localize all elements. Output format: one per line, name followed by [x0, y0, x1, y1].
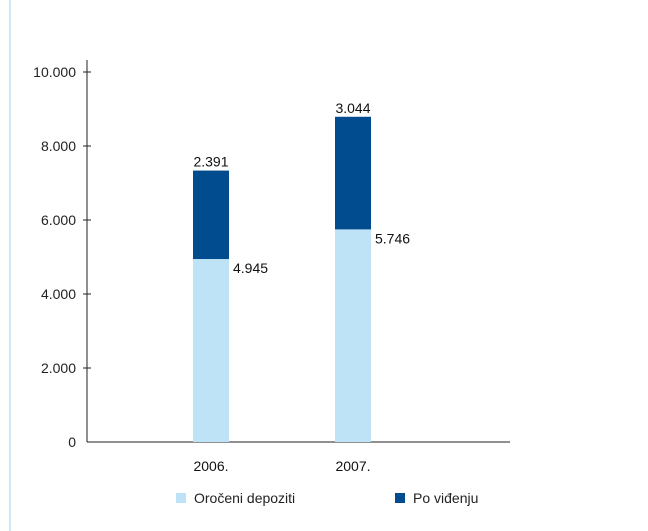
bar-orocheni-0: [193, 259, 229, 442]
left-border-rule: [9, 0, 11, 531]
legend-item-orocheni: Oročeni depoziti: [176, 490, 295, 506]
data-label-orocheni: 5.746: [375, 230, 410, 246]
data-label-po-videnju: 3.044: [335, 100, 370, 116]
y-tick-label: 2.000: [41, 360, 76, 376]
legend-swatch-po-videnju: [395, 493, 405, 503]
y-tick-label: 0: [68, 434, 76, 450]
x-tick-label: 2006.: [193, 458, 228, 474]
legend-item-po-videnju: Po viđenju: [395, 490, 478, 506]
y-tick-label: 4.000: [41, 286, 76, 302]
y-tick-label: 8.000: [41, 138, 76, 154]
legend-label-orocheni: Oročeni depoziti: [194, 490, 296, 506]
data-label-orocheni: 4.945: [233, 260, 268, 276]
legend-swatch-orocheni: [176, 493, 186, 503]
x-tick-label: 2007.: [335, 458, 370, 474]
legend-label-po-videnju: Po viđenju: [413, 490, 479, 506]
y-tick-label: 6.000: [41, 212, 76, 228]
bar-po-videnju-1: [335, 116, 371, 230]
y-tick-label: 10.000: [33, 64, 76, 80]
bar-po-videnju-0: [193, 170, 229, 260]
bar-orocheni-1: [335, 229, 371, 442]
data-label-po-videnju: 2.391: [193, 154, 228, 170]
